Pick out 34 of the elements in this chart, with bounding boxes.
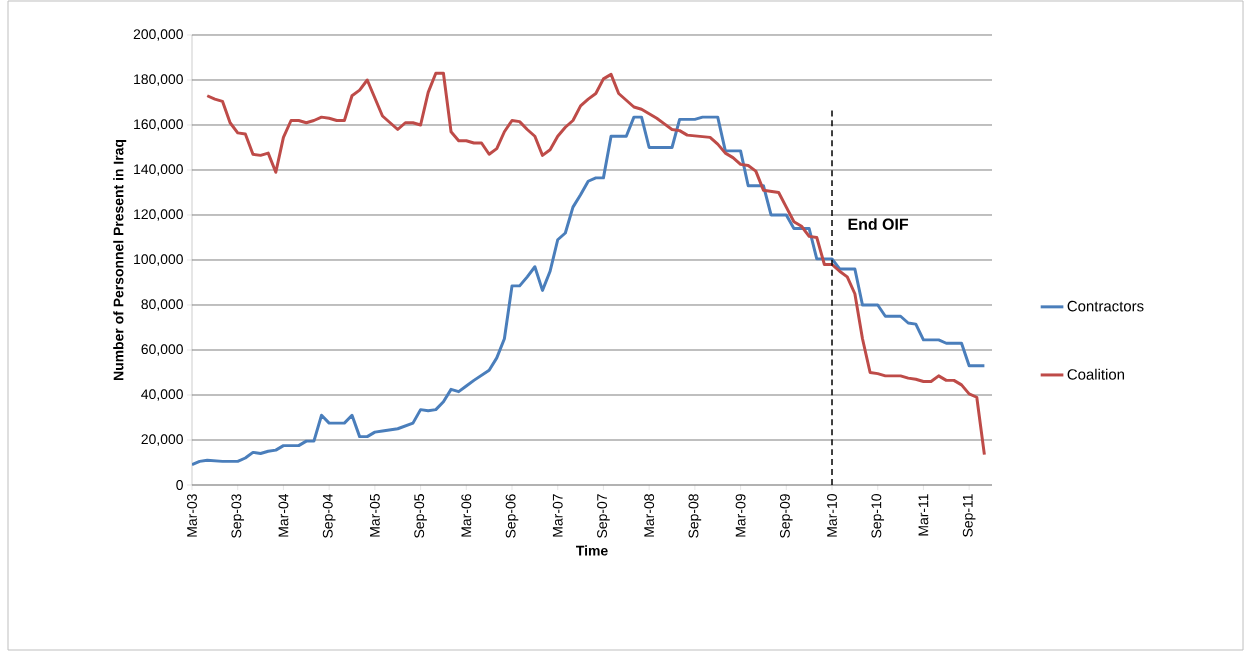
y-tick-label: 40,000	[141, 389, 183, 401]
x-tick-label: Mar-04	[278, 493, 289, 537]
y-tick-label: 180,000	[134, 74, 183, 86]
x-tick-label: Mar-07	[552, 494, 563, 537]
y-tick-label: 160,000	[134, 119, 183, 131]
y-tick-label: 140,000	[134, 164, 183, 176]
x-tick-label: Sep-11	[962, 494, 976, 537]
x-tick-label: Sep-06	[505, 494, 519, 538]
x-tick-label: Mar-11	[918, 494, 929, 536]
x-tick-label: Sep-07	[597, 494, 610, 538]
x-tick-label: Sep-04	[322, 493, 336, 538]
y-tick-label: 100,000	[134, 254, 183, 266]
y-tick-label: 0	[176, 480, 183, 490]
x-tick-label: Mar-05	[369, 494, 380, 537]
y-tick-label: 60,000	[141, 344, 183, 356]
x-tick-label: Mar-10	[827, 494, 837, 537]
x-tick-label: Mar-06	[461, 494, 472, 537]
x-axis-title: Time	[576, 545, 608, 556]
y-tick-label: 200,000	[133, 29, 183, 41]
y-tick-label: 120,000	[134, 209, 183, 221]
legend-label: Contractors	[1067, 300, 1144, 312]
x-tick-label: Sep-10	[871, 494, 885, 538]
ref-line-label: End OIF	[848, 218, 909, 230]
y-axis-title: Number of Personnel Present in Iraq	[113, 140, 127, 380]
x-tick-label: Mar-09	[735, 494, 746, 537]
y-tick-label: 80,000	[141, 299, 183, 311]
y-tick-label: 20,000	[141, 434, 183, 446]
x-tick-label: Mar-08	[644, 494, 655, 537]
x-tick-label: Sep-08	[688, 494, 702, 538]
x-tick-label: Sep-05	[414, 494, 427, 538]
x-tick-label: Sep-09	[779, 494, 793, 538]
x-tick-label: Mar-03	[187, 494, 197, 537]
x-tick-label: Sep-03	[231, 494, 245, 538]
legend-label: Coalition	[1067, 368, 1125, 380]
